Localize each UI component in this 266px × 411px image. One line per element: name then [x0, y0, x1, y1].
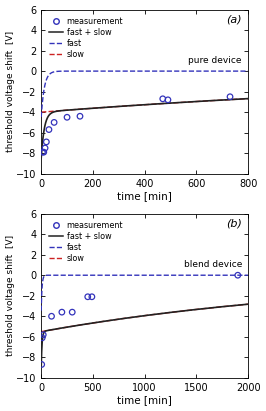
Point	[90, 293, 94, 300]
Y-axis label: threshold voltage shift  [V]: threshold voltage shift [V]	[6, 31, 15, 152]
Point	[42, 149, 46, 155]
Point	[40, 335, 44, 341]
Point	[236, 272, 240, 279]
Text: (b): (b)	[226, 219, 242, 229]
Point	[49, 313, 54, 319]
Point	[44, 139, 48, 145]
Point	[166, 97, 170, 103]
Legend: measurement, fast + slow, fast, slow: measurement, fast + slow, fast, slow	[47, 219, 125, 265]
Point	[60, 309, 64, 315]
Point	[70, 309, 74, 315]
Point	[43, 145, 47, 151]
Point	[40, 361, 44, 368]
X-axis label: time [min]: time [min]	[117, 395, 172, 405]
Point	[65, 114, 69, 120]
Point	[52, 119, 56, 126]
Point	[228, 93, 232, 100]
Point	[161, 95, 165, 102]
Text: pure device: pure device	[188, 55, 242, 65]
Point	[86, 293, 90, 300]
Point	[47, 126, 51, 133]
Point	[41, 331, 45, 338]
Text: blend device: blend device	[184, 260, 242, 269]
Y-axis label: threshold voltage shift  [V]: threshold voltage shift [V]	[6, 235, 15, 356]
Legend: measurement, fast + slow, fast, slow: measurement, fast + slow, fast, slow	[47, 15, 125, 60]
Point	[40, 149, 45, 155]
Point	[78, 113, 82, 120]
Text: (a): (a)	[226, 14, 242, 25]
X-axis label: time [min]: time [min]	[117, 192, 172, 201]
